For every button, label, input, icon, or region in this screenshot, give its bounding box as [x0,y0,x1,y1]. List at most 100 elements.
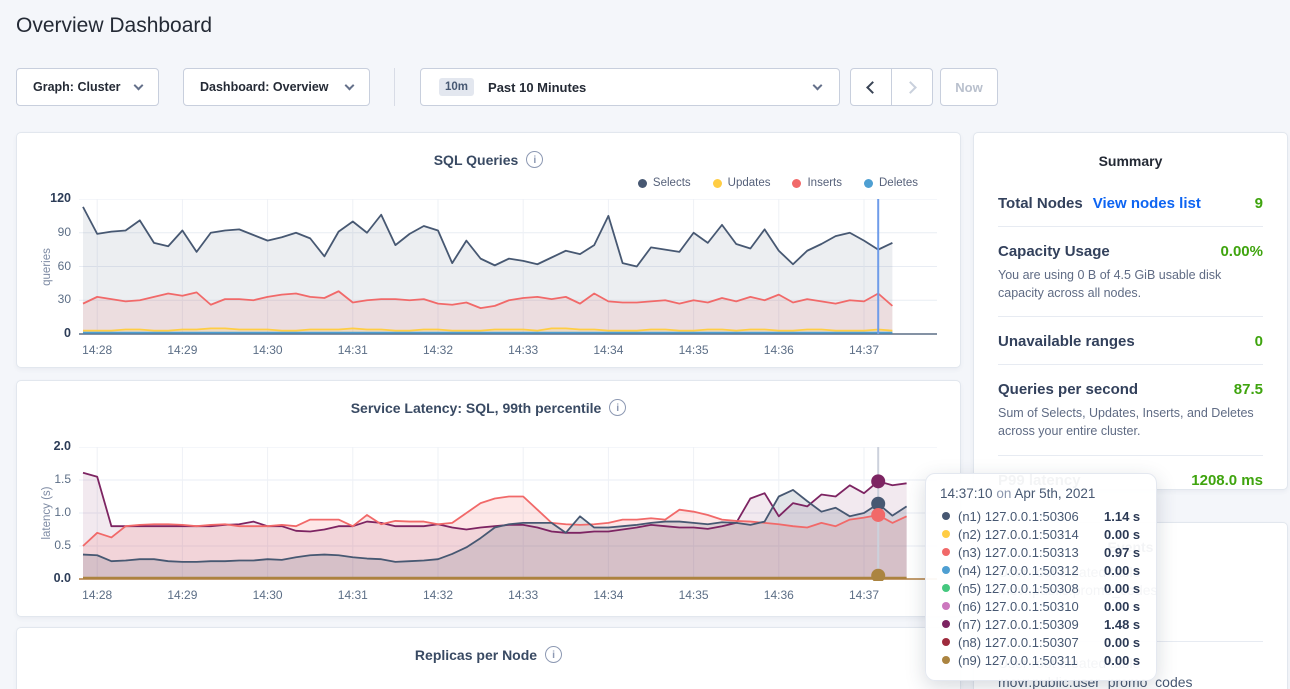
legend-label: Inserts [807,177,842,189]
legend-dot [712,178,722,188]
y-axis-tick-label: 0.5 [54,538,71,552]
info-icon[interactable]: i [545,646,563,663]
legend-item[interactable]: Updates [712,177,771,189]
chevron-down-icon [133,80,144,90]
summary-value: 87.5 [1233,381,1263,399]
summary-value: 0.00% [1220,243,1263,260]
now-button-label: Now [955,79,983,95]
x-axis-tick-label: 14:30 [252,588,283,602]
tooltip-node-row: (n4) 127.0.0.1:50312 0.00 s [940,561,1142,579]
page-title: Overview Dashboard [16,14,213,37]
y-axis-unit-label: latency (s) [41,486,53,540]
x-axis-tick-label: 14:35 [678,588,709,602]
y-axis-tick-label: 90 [57,224,71,239]
y-axis-tick-label: 120 [50,191,71,205]
tooltip-node-row: (n7) 127.0.0.1:50309 1.48 s [940,615,1142,633]
summary-desc: Sum of Selects, Updates, Inserts, and De… [998,406,1254,439]
tooltip-node-value: 1.48 s [1104,616,1141,632]
legend-dot [792,178,802,188]
tooltip-node-row: (n3) 127.0.0.1:50313 0.97 s [940,543,1142,561]
latency-plot-area[interactable] [79,447,937,581]
y-axis-tick-label: 0.0 [53,571,71,585]
summary-heading: Summary [1098,153,1163,169]
tooltip-date: Apr 5th, 2021 [1014,486,1096,501]
tooltip-node-row: (n6) 127.0.0.1:50310 0.00 s [940,597,1142,615]
chevron-left-icon [866,80,879,94]
summary-row-total-nodes: Total Nodes View nodes list 9 [998,179,1263,227]
tooltip-node-label: (n5) 127.0.0.1:50308 [958,580,1079,596]
node-color-dot [942,584,950,592]
info-icon[interactable]: i [609,399,627,416]
legend-dot [637,178,647,188]
tooltip-node-value: 0.00 s [1104,526,1141,542]
tooltip-node-value: 1.14 s [1104,508,1141,524]
x-axis-tick-label: 14:29 [167,343,198,357]
tooltip-node-value: 0.00 s [1104,598,1141,614]
tooltip-node-label: (n2) 127.0.0.1:50314 [958,526,1079,542]
tooltip-node-row: (n8) 127.0.0.1:50307 0.00 s [940,633,1142,651]
y-axis-tick-label: 60 [57,258,71,273]
view-nodes-list-link[interactable]: View nodes list [1092,195,1201,212]
graph-dropdown[interactable]: Graph: Cluster [16,68,159,106]
info-icon[interactable]: i [526,151,544,168]
time-range-label: Past 10 Minutes [488,79,587,95]
y-axis-tick-label: 1.5 [54,472,71,486]
tooltip-node-value: 0.00 s [1104,652,1141,668]
summary-value: 1208.0 ms [1191,471,1263,489]
tooltip-node-row: (n5) 127.0.0.1:50308 0.00 s [940,579,1142,597]
replicas-chart-title: Replicas per Node [414,646,538,663]
node-color-dot [942,602,950,610]
legend-item[interactable]: Inserts [792,177,842,189]
tooltip-node-label: (n3) 127.0.0.1:50313 [958,544,1079,560]
x-axis-tick-label: 14:36 [763,588,794,602]
replicas-chart-card: Replicas per Node i [16,627,961,689]
tooltip-time: 14:37:10 [940,486,993,501]
time-now-button[interactable]: Now [940,68,998,106]
legend-item[interactable]: Selects [637,177,691,189]
legend-label: Selects [652,177,691,189]
time-range-selector[interactable]: 10m Past 10 Minutes [420,68,840,106]
x-axis-tick-label: 14:36 [763,343,794,357]
node-color-dot [942,530,950,538]
time-range-badge: 10m [439,78,475,96]
summary-label: Capacity Usage [998,243,1110,260]
summary-label: Total Nodes [998,195,1083,212]
y-axis-unit-label: queries [41,247,53,286]
tooltip-node-label: (n8) 127.0.0.1:50307 [958,634,1079,650]
dashboard-dropdown-label: Dashboard: Overview [200,80,329,94]
node-color-dot [942,656,950,664]
tooltip-node-label: (n1) 127.0.0.1:50306 [958,508,1079,524]
legend-dot [864,178,873,188]
legend-label: Updates [727,177,771,189]
node-color-dot [942,620,950,628]
latency-chart-card: Service Latency: SQL, 99th percentile i … [16,380,961,617]
legend-item[interactable]: Deletes [864,177,918,189]
tooltip-node-label: (n9) 127.0.0.1:50311 [958,652,1078,668]
latency-chart-title: Service Latency: SQL, 99th percentile [350,399,602,416]
x-axis-tick-label: 14:34 [593,343,624,357]
tooltip-node-label: (n4) 127.0.0.1:50312 [958,562,1079,578]
tooltip-node-value: 0.97 s [1104,544,1141,560]
dashboard-dropdown[interactable]: Dashboard: Overview [183,68,370,106]
node-color-dot [942,566,950,574]
x-axis-tick-label: 14:32 [422,588,454,602]
sql-queries-plot-area[interactable] [79,199,937,336]
x-axis-tick-label: 14:35 [678,343,709,357]
legend-label: Deletes [879,177,918,189]
tooltip-preposition: on [996,486,1012,501]
time-prev-button[interactable] [850,68,892,106]
node-color-dot [942,638,950,646]
controls-divider [394,68,395,106]
tooltip-node-rows: (n1) 127.0.0.1:50306 1.14 s (n2) 127.0.0.1… [940,507,1142,669]
node-color-dot [942,548,950,556]
tooltip-node-value: 0.00 s [1104,562,1141,578]
summary-value: 0 [1254,333,1263,351]
x-axis-tick-label: 14:28 [82,343,113,357]
tooltip-node-row: (n1) 127.0.0.1:50306 1.14 s [940,507,1142,525]
tooltip-node-row: (n9) 127.0.0.1:50311 0.00 s [940,651,1142,669]
graph-dropdown-label: Graph: Cluster [33,80,121,94]
time-next-button[interactable] [891,68,933,106]
x-axis-tick-label: 14:29 [167,588,198,602]
tooltip-timestamp: 14:37:10 on Apr 5th, 2021 [940,486,1142,501]
